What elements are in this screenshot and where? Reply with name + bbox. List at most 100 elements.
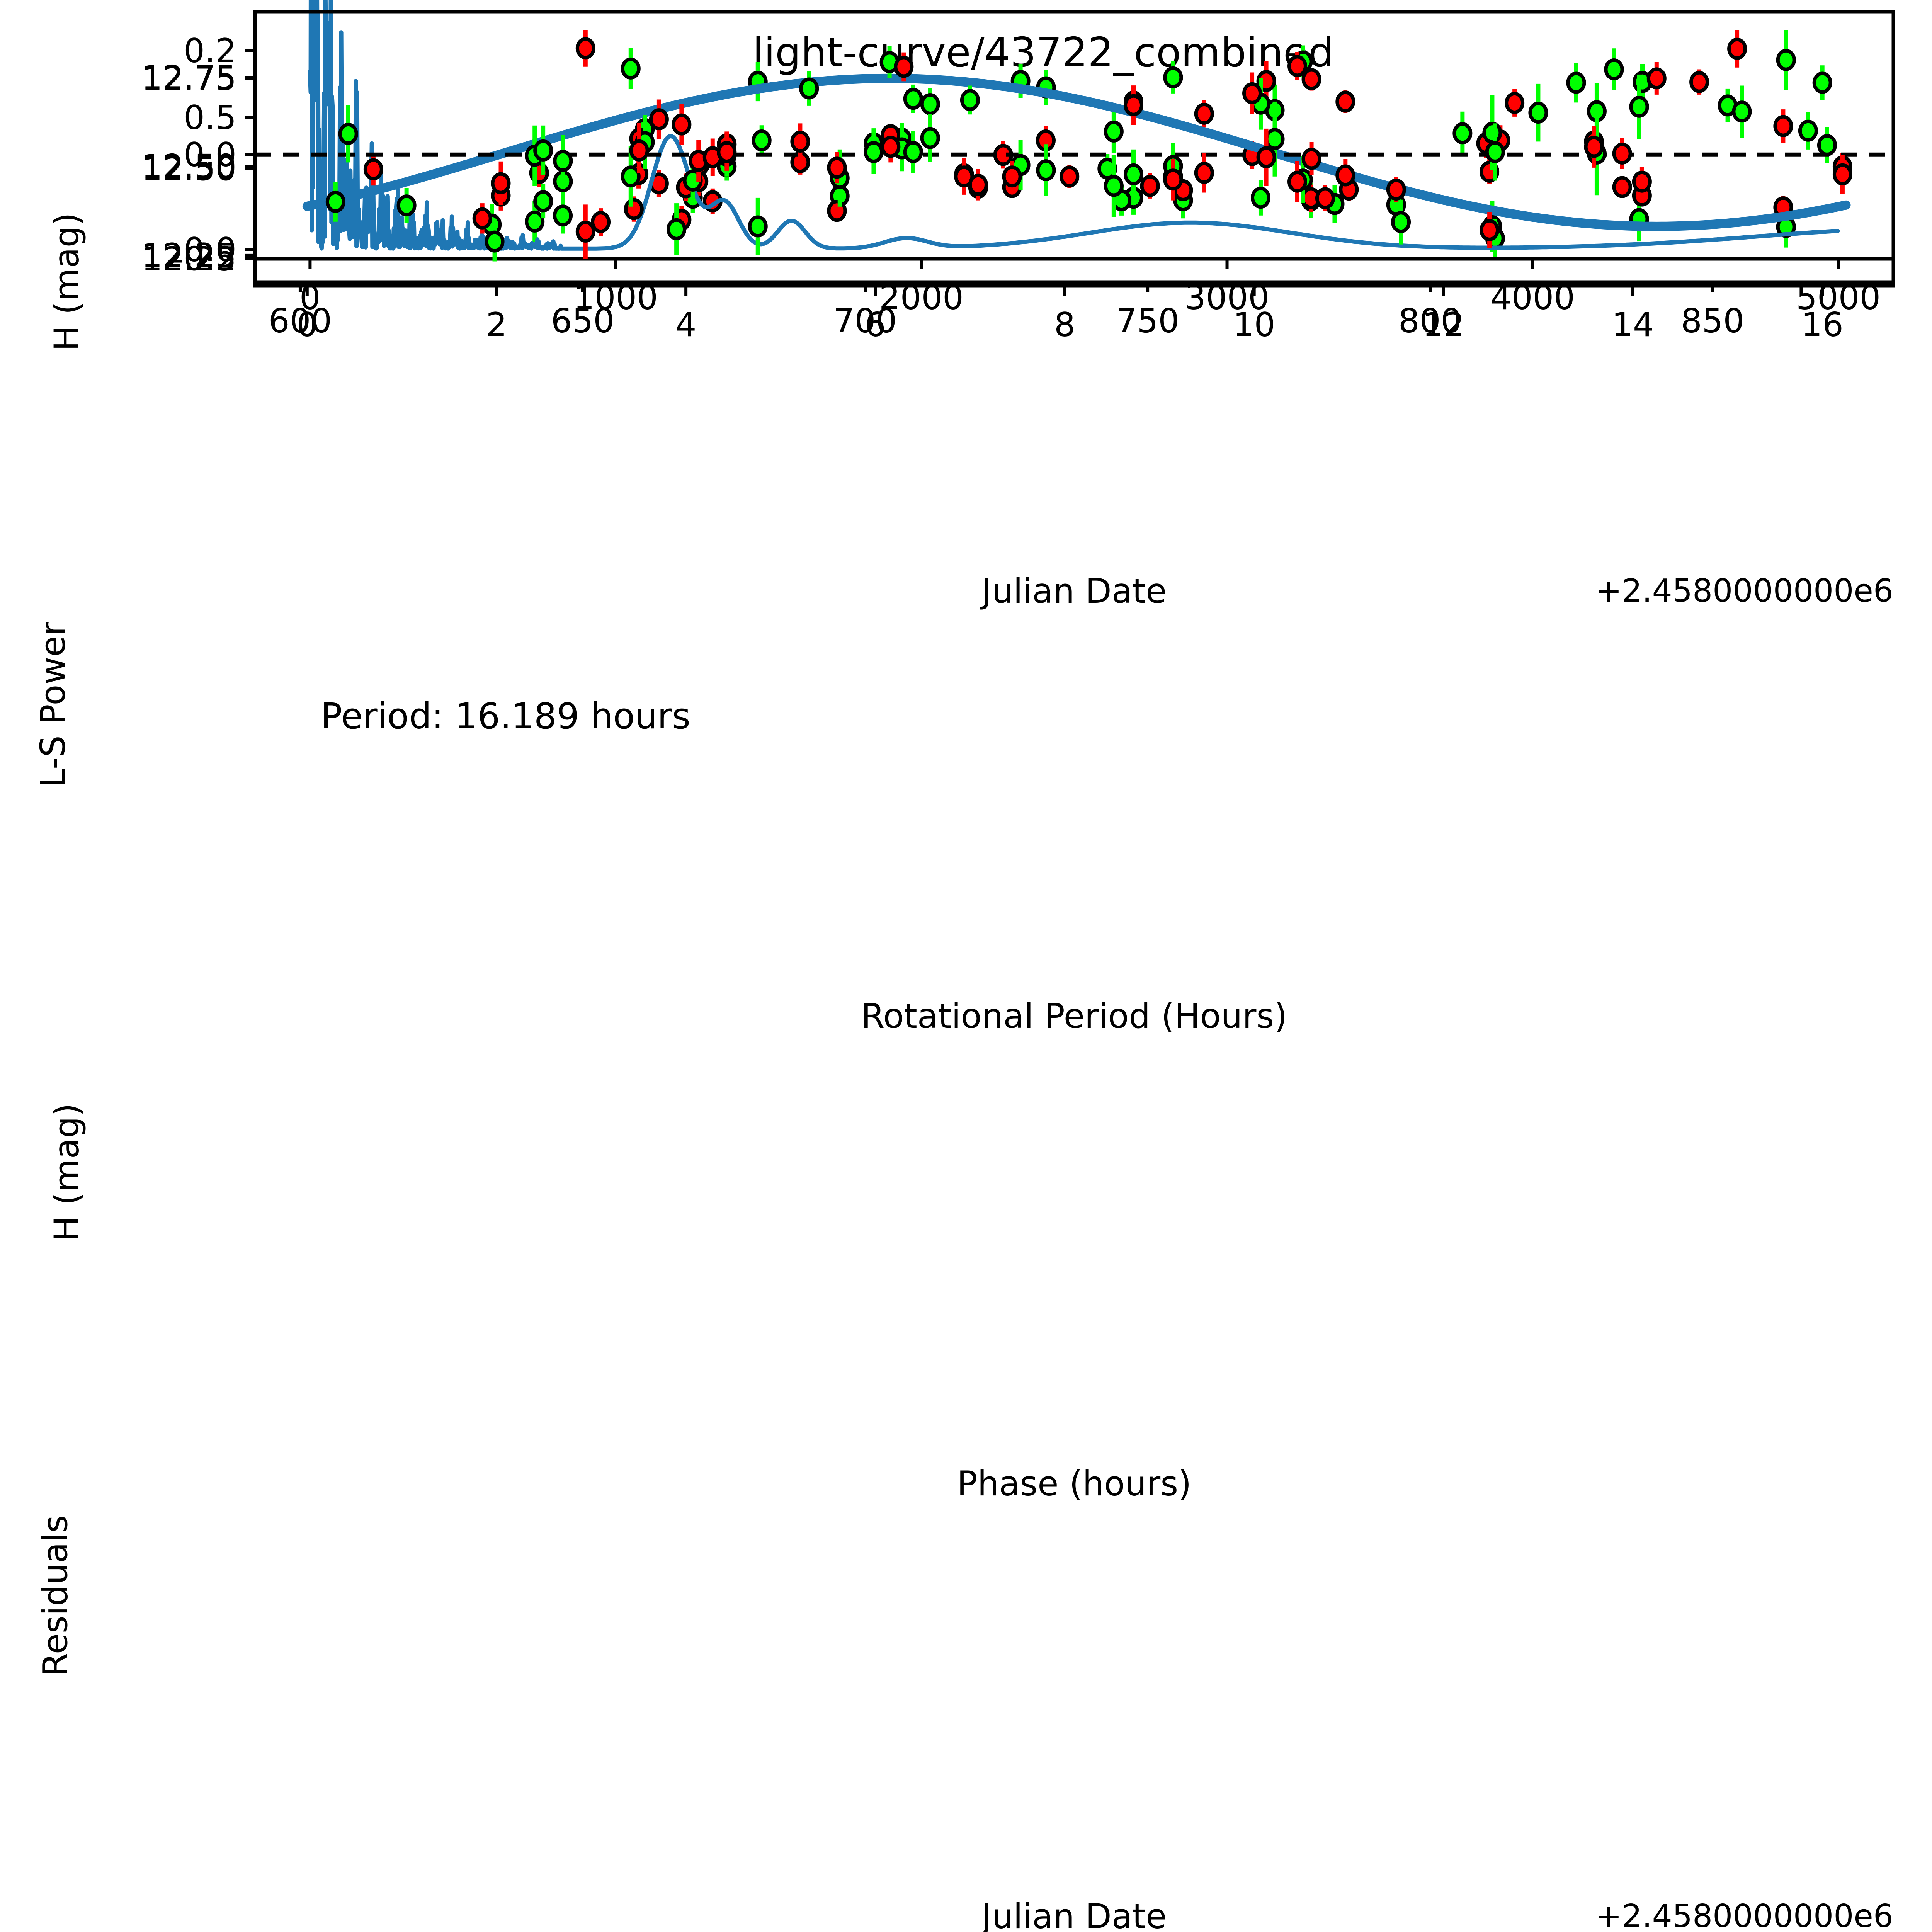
x-tick-label: 2 bbox=[486, 306, 507, 344]
data-point bbox=[748, 215, 768, 238]
data-point bbox=[621, 165, 641, 188]
data-point bbox=[672, 113, 692, 136]
data-point bbox=[485, 230, 505, 253]
data-point bbox=[1776, 49, 1796, 71]
data-point bbox=[790, 131, 810, 153]
data-point bbox=[525, 210, 545, 233]
y-tick-label: -0.2 bbox=[172, 240, 236, 278]
x-tick-label: 650 bbox=[551, 302, 614, 340]
data-point bbox=[960, 89, 980, 111]
x-tick-label: 4 bbox=[675, 306, 697, 344]
data-point bbox=[1646, 67, 1667, 90]
data-point bbox=[491, 172, 511, 194]
data-point bbox=[1163, 168, 1183, 191]
data-point bbox=[1505, 92, 1525, 114]
x-tick-label: 600 bbox=[269, 302, 332, 340]
x-tick-label: 8 bbox=[1054, 306, 1075, 344]
data-point bbox=[1140, 175, 1160, 197]
x-tick-label: 750 bbox=[1116, 302, 1179, 340]
x-tick-label: 800 bbox=[1398, 302, 1462, 340]
data-point bbox=[363, 158, 383, 180]
data-point bbox=[591, 211, 611, 233]
data-point bbox=[575, 37, 595, 60]
data-point bbox=[1689, 71, 1709, 93]
data-point bbox=[1629, 95, 1649, 118]
data-point bbox=[553, 150, 573, 172]
data-point bbox=[864, 141, 884, 163]
data-point bbox=[920, 127, 940, 149]
panel-residuals: 600 650 700 750 800 850 0.2 0.0 -0.2 bbox=[0, 0, 1932, 433]
data-point bbox=[667, 218, 687, 240]
data-point bbox=[1798, 119, 1818, 142]
y-tick-label: 12.75 bbox=[141, 60, 236, 98]
data-point bbox=[1060, 165, 1080, 188]
data-point bbox=[1732, 100, 1752, 123]
data-point bbox=[1773, 115, 1793, 137]
data-point bbox=[1163, 66, 1183, 88]
periodogram-curve bbox=[308, 0, 1840, 251]
data-point bbox=[629, 139, 649, 162]
data-point bbox=[1604, 58, 1624, 80]
data-point bbox=[1391, 211, 1411, 233]
data-point bbox=[621, 57, 641, 80]
x-tick-label: 12 bbox=[1422, 306, 1464, 344]
data-point bbox=[1480, 219, 1500, 241]
data-series-green bbox=[338, 30, 1796, 255]
data-point bbox=[1194, 102, 1214, 125]
y-tick-label: 0.5 bbox=[184, 99, 236, 137]
x-tick-label: 850 bbox=[1681, 302, 1744, 340]
data-point bbox=[649, 108, 669, 131]
y-tick-label: 12.50 bbox=[141, 150, 236, 188]
phase-folded-x-axis-label: Phase (hours) bbox=[957, 1464, 1192, 1503]
data-point bbox=[1335, 164, 1355, 187]
residuals-y-axis-label: Residuals bbox=[35, 1515, 75, 1677]
y-tick-label: 0.0 bbox=[184, 231, 236, 269]
data-series-red bbox=[491, 72, 1852, 259]
residuals-x-axis-label: Julian Date bbox=[981, 1896, 1167, 1932]
data-point bbox=[1194, 162, 1214, 184]
data-point bbox=[1632, 170, 1652, 193]
data-point bbox=[1287, 170, 1308, 193]
phase-folded-y-axis-label: H (mag) bbox=[46, 1103, 87, 1242]
x-tick-label: 0 bbox=[296, 306, 318, 344]
periodogram-y-axis-label: L-S Power bbox=[33, 622, 73, 788]
data-point bbox=[894, 56, 914, 78]
x-tick-label: 750 bbox=[1116, 302, 1179, 340]
data-point bbox=[1036, 159, 1056, 182]
data-point bbox=[1335, 90, 1355, 113]
data-point bbox=[1124, 163, 1144, 185]
x-tick-label: 850 bbox=[1681, 302, 1744, 340]
x-tick-label: 10 bbox=[1233, 306, 1275, 344]
y-tick-label: 12.25 bbox=[141, 236, 236, 275]
data-point bbox=[1612, 143, 1632, 165]
data-point bbox=[1256, 146, 1276, 168]
data-point bbox=[1315, 187, 1335, 209]
data-point bbox=[533, 190, 553, 213]
data-point bbox=[1250, 187, 1270, 209]
data-point bbox=[799, 77, 819, 100]
y-tick-label: 12.50 bbox=[141, 148, 236, 186]
data-point bbox=[1104, 120, 1124, 143]
x-tick-label: 16 bbox=[1801, 306, 1843, 344]
x-tick-label: 700 bbox=[833, 302, 897, 340]
x-tick-label: 700 bbox=[833, 302, 897, 340]
data-point bbox=[1287, 55, 1308, 77]
data-point bbox=[1452, 122, 1473, 145]
data-point bbox=[1242, 82, 1262, 104]
periodogram-period-annotation: Period: 16.189 hours bbox=[321, 696, 690, 737]
data-point bbox=[1832, 163, 1852, 185]
data-point bbox=[1002, 165, 1022, 188]
data-point bbox=[338, 122, 358, 145]
data-point bbox=[472, 207, 492, 230]
data-point bbox=[396, 194, 417, 217]
data-point bbox=[1584, 136, 1604, 158]
lightcurve-x-offset-text: +2.4580000000e6 bbox=[1595, 573, 1893, 609]
data-point bbox=[903, 141, 923, 163]
data-point bbox=[1566, 71, 1586, 94]
data-point bbox=[553, 204, 573, 227]
data-point bbox=[1265, 128, 1285, 150]
data-point bbox=[903, 88, 923, 110]
x-tick-label: 14 bbox=[1612, 306, 1654, 344]
data-point bbox=[881, 136, 901, 158]
